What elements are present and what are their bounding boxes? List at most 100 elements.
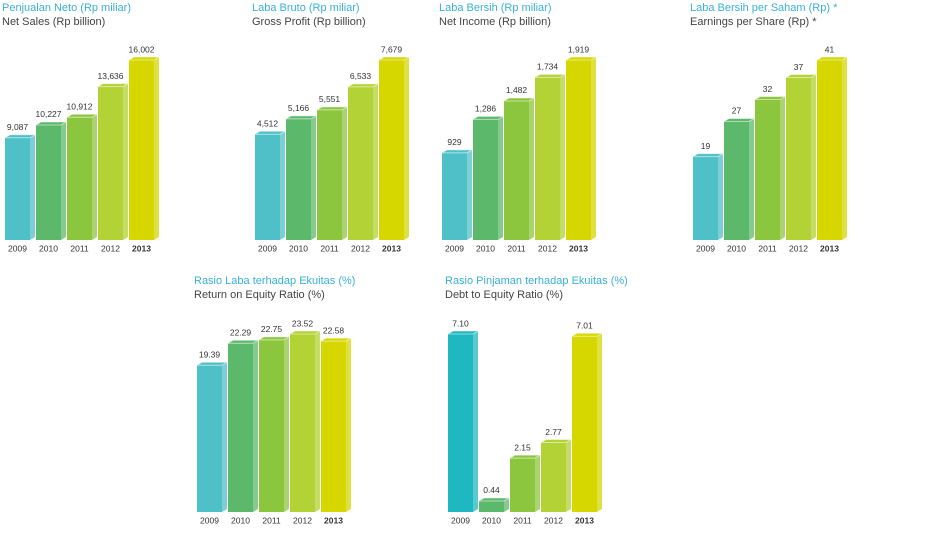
value-label: 1,286	[475, 104, 497, 114]
chart-title: Rasio Pinjaman terhadap Ekuitas (%)	[445, 275, 628, 287]
bar-side	[284, 336, 289, 512]
x-tick-label: 2010	[482, 515, 501, 525]
bar	[36, 124, 61, 240]
x-tick-label: 2011	[70, 243, 89, 253]
bar-top	[226, 339, 260, 344]
bar	[5, 137, 30, 240]
bar	[724, 121, 749, 240]
bar	[379, 60, 404, 240]
bar-top	[722, 117, 756, 122]
bar	[473, 119, 498, 240]
bar-side	[342, 106, 347, 240]
chart-title: Rasio Laba terhadap Ekuitas (%)	[194, 275, 355, 287]
bar	[786, 77, 811, 240]
value-label: 1,482	[506, 85, 528, 95]
x-tick-label: 2012	[101, 243, 120, 253]
bar-side	[311, 115, 316, 240]
x-tick-label: 2010	[231, 515, 250, 525]
bar	[817, 60, 842, 240]
x-tick-label: 2010	[289, 243, 308, 253]
bar	[755, 99, 780, 240]
bar-side	[92, 114, 97, 240]
bar	[448, 334, 473, 512]
value-label: 13,636	[98, 71, 124, 81]
chart-subtitle: Net Income (Rp billion)	[439, 16, 551, 28]
bar-top	[65, 113, 99, 118]
bar	[504, 100, 529, 240]
bar-side	[315, 331, 320, 512]
bar-side	[811, 74, 816, 240]
bar-top	[533, 73, 567, 78]
bar	[98, 86, 123, 241]
bar-top	[440, 149, 474, 154]
bar-side	[597, 333, 602, 512]
bar-side	[498, 116, 503, 240]
x-tick-label: 2013	[324, 515, 343, 525]
bar	[541, 442, 566, 512]
bar-top	[477, 497, 511, 502]
chart-title: Laba Bersih (Rp miliar)	[439, 2, 551, 14]
value-label: 4,512	[257, 118, 279, 128]
bar	[479, 500, 504, 512]
bar-side	[222, 362, 227, 512]
value-label: 929	[447, 137, 461, 147]
bar-top	[257, 336, 291, 341]
value-label: 23.52	[292, 318, 314, 328]
bar	[197, 365, 222, 512]
x-tick-label: 2011	[758, 243, 777, 253]
value-label: 19	[701, 141, 711, 151]
x-tick-label: 2009	[696, 243, 715, 253]
bar-top	[564, 56, 598, 61]
bar-side	[591, 57, 596, 240]
x-tick-label: 2013	[569, 243, 588, 253]
x-tick-label: 2013	[820, 243, 839, 253]
x-tick-label: 2012	[293, 515, 312, 525]
bar-side	[467, 149, 472, 240]
x-tick-label: 2012	[544, 515, 563, 525]
x-tick-label: 2009	[8, 243, 27, 253]
value-label: 5,166	[288, 103, 310, 113]
bar-side	[529, 97, 534, 240]
value-label: 27	[732, 106, 742, 116]
bar	[510, 458, 535, 512]
chart-subtitle: Earnings per Share (Rp) *	[690, 16, 817, 28]
bar-top	[195, 361, 229, 366]
bar-side	[718, 153, 723, 240]
chart-subtitle: Debt to Equity Ratio (%)	[445, 289, 563, 301]
bar-top	[315, 106, 349, 111]
bar	[321, 341, 346, 512]
bar	[566, 60, 591, 240]
x-tick-label: 2012	[789, 243, 808, 253]
bar-top	[284, 115, 318, 120]
value-label: 9,087	[7, 122, 29, 132]
x-tick-label: 2011	[507, 243, 526, 253]
value-label: 10,912	[67, 102, 93, 112]
bar-side	[30, 134, 35, 240]
bar-top	[691, 153, 725, 158]
chart-title: Laba Bersih per Saham (Rp) *	[690, 2, 838, 14]
bar-top	[539, 439, 573, 444]
value-label: 32	[763, 84, 773, 94]
x-tick-label: 2012	[351, 243, 370, 253]
bar-top	[288, 330, 322, 335]
bar-side	[842, 57, 847, 240]
value-label: 10,227	[36, 109, 62, 119]
value-label: 2.15	[514, 442, 531, 452]
value-label: 22.75	[261, 324, 283, 334]
bar-side	[253, 340, 258, 512]
value-label: 6,533	[350, 71, 372, 81]
chart-subtitle: Net Sales (Rp billion)	[2, 16, 105, 28]
bar	[129, 60, 154, 240]
bar-side	[535, 455, 540, 512]
bar-side	[404, 57, 409, 240]
bar-side	[473, 331, 478, 512]
bar-side	[566, 439, 571, 512]
bar-top	[127, 56, 161, 61]
value-label: 19.39	[199, 350, 221, 360]
bar-top	[253, 130, 287, 135]
bar-top	[508, 454, 542, 459]
value-label: 16,002	[129, 44, 155, 54]
x-tick-label: 2010	[39, 243, 58, 253]
bar	[290, 334, 315, 512]
